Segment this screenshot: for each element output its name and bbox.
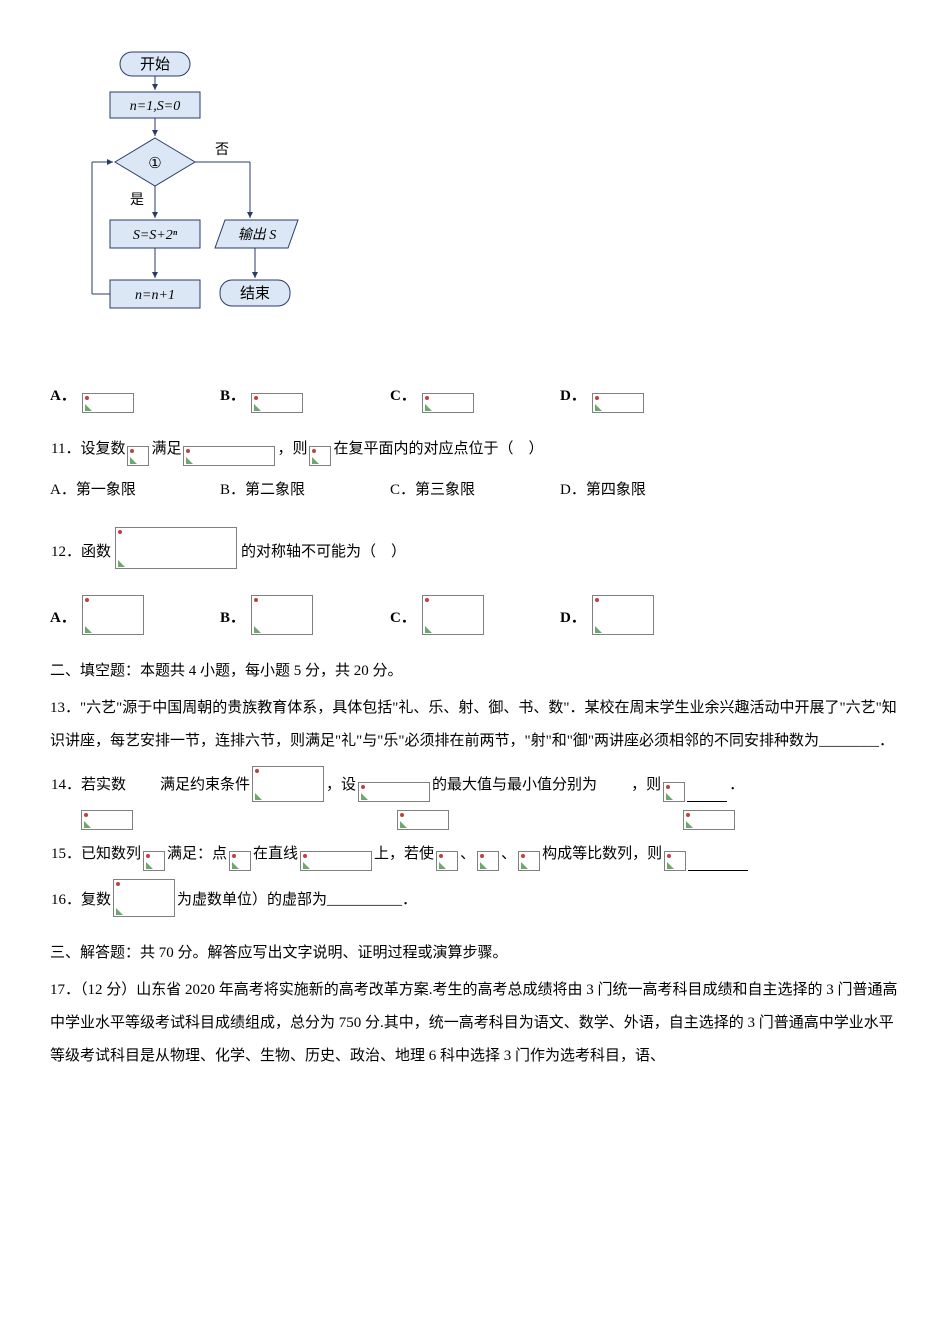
- q12-stem: 12．函数 的对称轴不可能为（ ）: [50, 527, 900, 569]
- flow-decision: ①: [148, 156, 161, 172]
- placeholder-icon: [300, 851, 372, 871]
- placeholder-icon: [592, 393, 644, 413]
- flow-end: 结束: [240, 285, 270, 302]
- placeholder-icon: [81, 810, 133, 830]
- placeholder-icon: [113, 879, 175, 917]
- q11-opt-d: D．第四象限: [560, 474, 730, 507]
- flow-output: 输出 S: [238, 227, 277, 243]
- placeholder-icon: [664, 851, 686, 871]
- placeholder-icon: [229, 851, 251, 871]
- placeholder-icon: [183, 446, 275, 466]
- q17: 17．（12 分）山东省 2020 年高考将实施新的高考改革方案.考生的高考总成…: [50, 974, 900, 1073]
- q10-opt-d: D．: [560, 380, 730, 413]
- placeholder-icon: [251, 595, 313, 635]
- placeholder-icon: [251, 393, 303, 413]
- q10-opt-a: A．: [50, 380, 220, 413]
- q13: 13．"六艺"源于中国周朝的贵族教育体系，具体包括"礼、乐、射、御、书、数"．某…: [50, 692, 900, 758]
- q10-opt-b: B．: [220, 380, 390, 413]
- placeholder-icon: [592, 595, 654, 635]
- q11-options: A．第一象限 B．第二象限 C．第三象限 D．第四象限: [50, 474, 900, 507]
- placeholder-icon: [358, 782, 430, 802]
- placeholder-icon: [397, 810, 449, 830]
- placeholder-icon: [127, 446, 149, 466]
- placeholder-icon: [477, 851, 499, 871]
- q12-opt-b: B．: [220, 595, 390, 635]
- q10-options: A． B． C． D．: [50, 380, 900, 413]
- q12-opt-a: A．: [50, 595, 220, 635]
- q11-opt-b: B．第二象限: [220, 474, 390, 507]
- placeholder-icon: [252, 766, 324, 802]
- flow-update-s: S=S+2ⁿ: [133, 228, 178, 243]
- placeholder-icon: [518, 851, 540, 871]
- blank: [687, 786, 727, 802]
- flow-no-label: 否: [215, 143, 229, 158]
- flow-start: 开始: [140, 56, 170, 73]
- placeholder-icon: [82, 595, 144, 635]
- flow-init: n=1,S=0: [130, 99, 180, 114]
- flowchart: 开始 n=1,S=0 ① 否 是 S=S+2ⁿ 输出 S n=n+1 结束: [80, 50, 900, 360]
- placeholder-icon: [422, 595, 484, 635]
- q11-stem: 11．设复数 满足 ，则 在复平面内的对应点位于（ ）: [50, 433, 900, 466]
- q10-opt-c: C．: [390, 380, 560, 413]
- placeholder-icon: [663, 782, 685, 802]
- placeholder-icon: [436, 851, 458, 871]
- placeholder-icon: [683, 810, 735, 830]
- q14-extra: [80, 810, 900, 830]
- flow-update-n: n=n+1: [135, 288, 175, 303]
- placeholder-icon: [309, 446, 331, 466]
- q14: 14．若实数 满足约束条件 ，设 的最大值与最小值分别为 ，则 ____． ．: [50, 766, 900, 802]
- blank: [688, 855, 748, 871]
- placeholder-icon: [115, 527, 237, 569]
- section2-heading: 二、填空题：本题共 4 小题，每小题 5 分，共 20 分。: [50, 655, 900, 688]
- placeholder-icon: [422, 393, 474, 413]
- q15: 15．已知数列 满足：点 在直线 上，若使 、 、 构成等比数列，则: [50, 838, 900, 871]
- q11-opt-c: C．第三象限: [390, 474, 560, 507]
- q12-opt-c: C．: [390, 595, 560, 635]
- q11-opt-a: A．第一象限: [50, 474, 220, 507]
- flow-yes-label: 是: [130, 193, 144, 208]
- placeholder-icon: [82, 393, 134, 413]
- q16: 16．复数 为虚数单位）的虚部为__________．: [50, 879, 900, 917]
- placeholder-icon: [143, 851, 165, 871]
- q12-options: A． B． C． D．: [50, 595, 900, 635]
- q12-opt-d: D．: [560, 595, 730, 635]
- section3-heading: 三、解答题：共 70 分。解答应写出文字说明、证明过程或演算步骤。: [50, 937, 900, 970]
